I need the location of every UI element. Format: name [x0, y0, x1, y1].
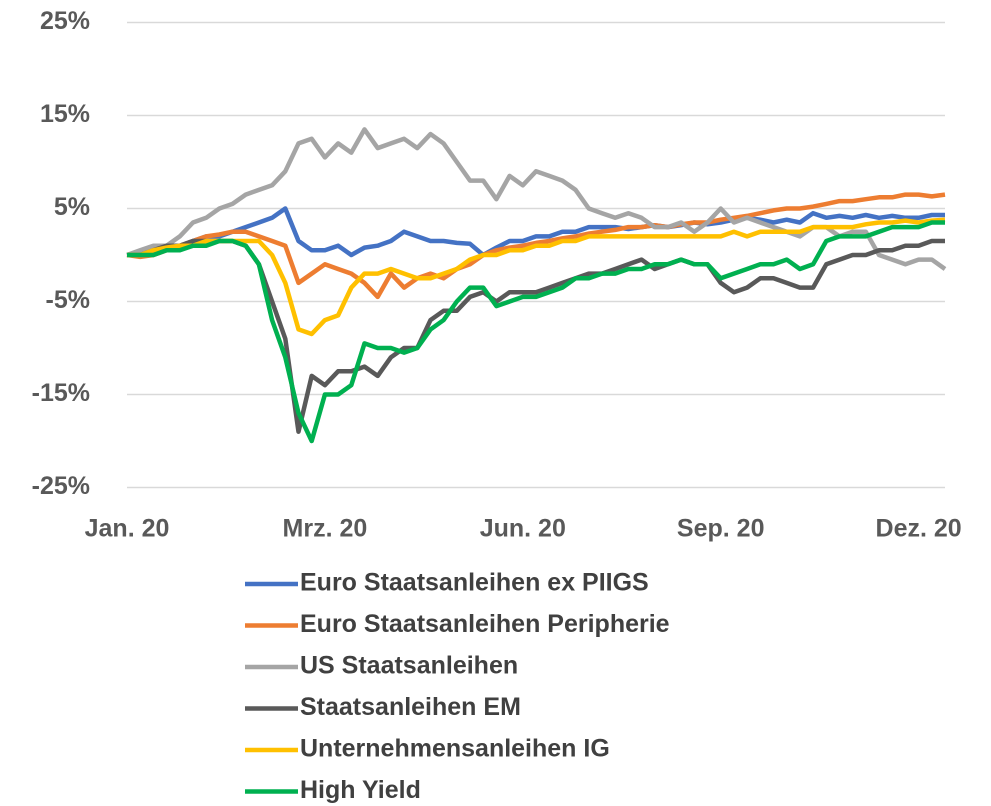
- y-tick-label: -15%: [32, 379, 90, 407]
- x-tick-label: Mrz. 20: [283, 515, 368, 543]
- x-tick-label: Dez. 20: [876, 515, 962, 543]
- y-tick-label: 25%: [40, 7, 90, 35]
- x-tick-label: Sep. 20: [677, 515, 765, 543]
- y-tick-label: 5%: [54, 193, 90, 221]
- series-line: [127, 217, 946, 337]
- x-tick-label: Jun. 20: [480, 515, 566, 543]
- legend-label: US Staatsanleihen: [300, 652, 518, 680]
- legend-label: Euro Staatsanleihen Peripherie: [300, 610, 670, 638]
- legend-label: Euro Staatsanleihen ex PIIGS: [300, 569, 649, 597]
- series-line: [126, 206, 945, 258]
- legend-label: Staatsanleihen EM: [300, 693, 521, 721]
- series-line: [127, 220, 945, 444]
- y-tick-label: -5%: [46, 286, 90, 314]
- series-line: [127, 238, 945, 434]
- series-line: [126, 192, 946, 300]
- legend-label: High Yield: [300, 776, 421, 804]
- y-tick-label: 15%: [40, 100, 90, 128]
- x-tick-label: Jan. 20: [85, 515, 170, 543]
- y-tick-label: -25%: [32, 472, 90, 500]
- legend-label: Unternehmensanleihen IG: [300, 735, 610, 763]
